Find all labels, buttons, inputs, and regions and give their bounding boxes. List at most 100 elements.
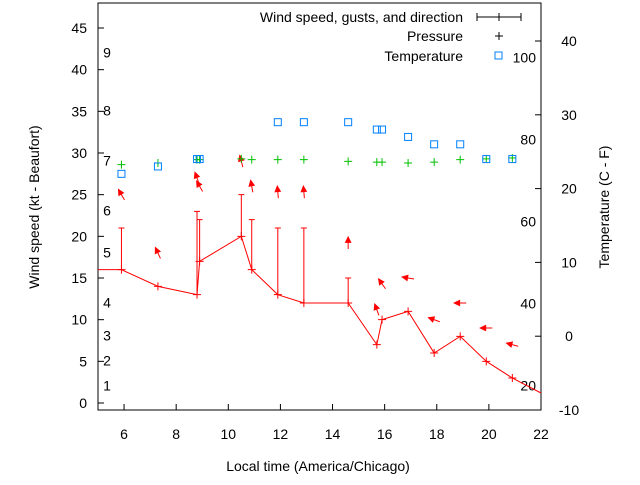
temperature-point: [117, 169, 126, 178]
pressure-point: [237, 154, 246, 163]
x-tick-label: 8: [172, 426, 180, 442]
legend-label-wind: Wind speed, gusts, and direction: [260, 9, 463, 25]
wind-speed-line: [98, 235, 542, 394]
wind-gust-bar: [300, 227, 307, 304]
wind-direction-arrow: [274, 185, 282, 199]
y2-tick-label-fahrenheit: 40: [520, 295, 536, 311]
x-axis-label: Local time (America/Chicago): [226, 458, 410, 474]
temperature-point: [456, 140, 465, 149]
wind-arrow-head: [373, 302, 380, 311]
temperature-point: [273, 118, 282, 127]
wind-arrow-head: [453, 299, 461, 307]
pressure-point: [344, 157, 353, 166]
wind-arrow-head: [344, 235, 352, 243]
beaufort-label: 7: [103, 153, 111, 169]
y-tick-label: 35: [71, 103, 87, 119]
x-tick-label: 10: [221, 426, 237, 442]
pressure-point: [482, 154, 491, 163]
y2-tick-label-fahrenheit: 100: [513, 49, 537, 65]
wind-speed-point: [508, 374, 517, 383]
temperature-point: [344, 118, 353, 127]
pressure-point: [117, 160, 126, 169]
y-tick-label: 25: [71, 187, 87, 203]
wind-direction-arrow: [300, 185, 308, 199]
y2-tick-label-celsius: 40: [561, 33, 577, 49]
wind-gust-bar: [196, 219, 203, 262]
wind-arrow-head: [274, 185, 282, 193]
wind-gust-bar: [238, 194, 245, 237]
wind-arrow-head: [193, 171, 201, 180]
wind-direction-arrow: [479, 324, 493, 332]
x-tick-label: 22: [533, 426, 549, 442]
beaufort-label: 2: [103, 353, 111, 369]
pressure-point: [378, 158, 387, 167]
beaufort-label: 5: [103, 244, 111, 260]
legend-label-temperature: Temperature: [384, 48, 463, 64]
y2-tick-label-fahrenheit: 80: [520, 131, 536, 147]
wind-gust-bar: [194, 210, 201, 295]
wind-gust-bar: [345, 277, 352, 304]
pressure-point: [404, 159, 413, 168]
temperature-point: [153, 162, 162, 171]
wind-direction-arrow: [196, 180, 204, 192]
x-tick-label: 16: [377, 426, 393, 442]
wind-arrow-head: [154, 246, 161, 255]
legend: Wind speed, gusts, and direction Pressur…: [260, 9, 522, 64]
wind-direction-arrow: [427, 316, 440, 323]
wind-speed-point: [404, 307, 413, 316]
wind-direction-arrow: [154, 246, 161, 259]
beaufort-label: 8: [103, 103, 111, 119]
wind-speed-point: [372, 340, 381, 349]
temperature-point: [404, 132, 413, 141]
y-tick-label: 5: [79, 353, 87, 369]
y2-tick-label-celsius: 20: [561, 181, 577, 197]
wind-arrow-head: [479, 324, 487, 332]
x-tick-label: 14: [325, 426, 341, 442]
wind-speed-point: [378, 315, 387, 324]
pressure-point: [273, 155, 282, 164]
wind-direction-arrow: [117, 188, 125, 201]
wind-speed-point: [430, 349, 439, 358]
wind-speed-point: [482, 357, 491, 366]
wind-arrow-head: [401, 274, 409, 282]
wind-direction-arrow: [453, 299, 467, 307]
x-tick-label: 18: [429, 426, 445, 442]
y2-tick-label-celsius: 30: [561, 107, 577, 123]
temperature-point: [482, 155, 491, 164]
beaufort-label: 9: [103, 44, 111, 60]
wind-gust-bar: [274, 227, 281, 295]
legend-label-pressure: Pressure: [407, 28, 463, 44]
wind-direction-arrow: [248, 179, 256, 193]
x-tick-label: 20: [481, 426, 497, 442]
beaufort-label: 6: [103, 203, 111, 219]
temperature-point: [430, 140, 439, 149]
wind-direction-arrow: [373, 302, 380, 316]
pressure-point: [299, 155, 308, 164]
wind-arrow-head: [117, 188, 125, 197]
wind-direction-arrow: [377, 277, 386, 290]
y-tick-label: 30: [71, 145, 87, 161]
legend-sample-wind: [476, 13, 522, 21]
wind-arrow-head: [505, 341, 514, 348]
y2-tick-label-fahrenheit: 60: [520, 213, 536, 229]
y2-axis-label: Temperature (C - F): [596, 146, 612, 269]
x-tick-label: 12: [273, 426, 289, 442]
y2-tick-label-celsius: 10: [561, 254, 577, 270]
wind-direction-arrow: [344, 235, 352, 250]
y-tick-label: 20: [71, 228, 87, 244]
y2-tick-label-celsius: 0: [565, 328, 573, 344]
pressure-point: [456, 155, 465, 164]
y-tick-label: 15: [71, 270, 87, 286]
pressure-point: [247, 155, 256, 164]
legend-sample-temperature: [494, 51, 503, 60]
wind-arrow-head: [300, 185, 308, 193]
y-tick-label: 0: [79, 395, 87, 411]
pressure-point: [430, 158, 439, 167]
wind-gust-bar: [248, 219, 255, 270]
wind-arrow-head: [377, 277, 385, 286]
wind-speed-point: [153, 282, 162, 291]
plot-border: [97, 2, 542, 411]
axes-layer: 6 8 10 12 14 16 18 20 22051015202530354045-10010…: [71, 2, 579, 442]
wind-speed-point: [456, 332, 465, 341]
